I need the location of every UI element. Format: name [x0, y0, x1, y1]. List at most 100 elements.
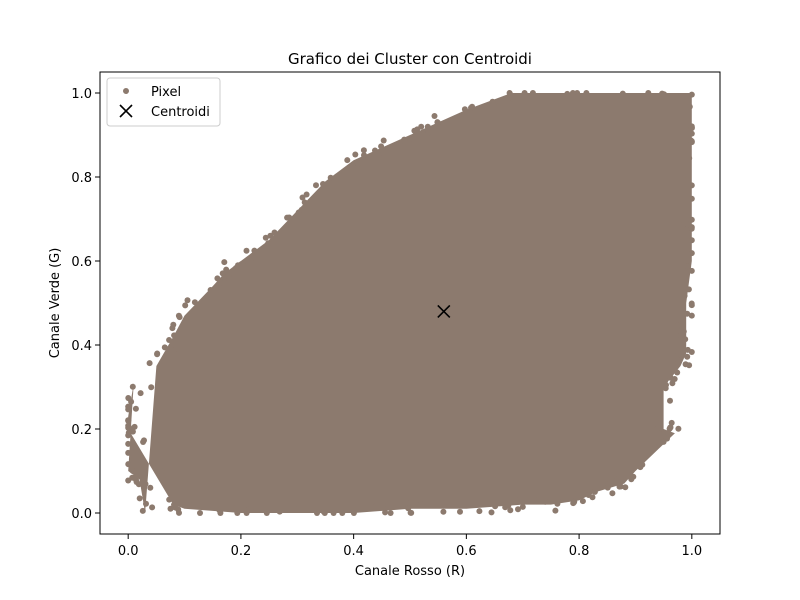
pixel-point: [682, 336, 689, 343]
pixel-point: [217, 510, 224, 516]
pixel-point: [173, 343, 180, 349]
pixel-point: [440, 508, 447, 515]
pixel-point: [437, 124, 444, 131]
pixel-point: [431, 113, 438, 119]
pixel-point: [143, 500, 149, 507]
pixel-point: [267, 232, 274, 239]
pixel-point: [681, 292, 688, 299]
pixel-point: [434, 119, 441, 126]
pixel-point: [510, 95, 516, 101]
pixel-point: [628, 476, 635, 483]
pixel-point: [583, 90, 590, 96]
legend-box: [106, 77, 221, 127]
pixel-point: [667, 397, 673, 404]
pixel-point: [542, 498, 549, 505]
x-tick-label: 0.0: [118, 544, 139, 559]
pixel-point: [554, 495, 561, 502]
pixel-point: [167, 505, 174, 512]
pixel-point: [248, 255, 255, 262]
pixel-point: [125, 449, 132, 456]
pixel-point: [125, 461, 132, 468]
pixel-point: [521, 90, 528, 96]
pixel-point: [597, 482, 604, 489]
pixel-point: [158, 468, 165, 475]
pixel-point: [579, 498, 586, 505]
pixel-point: [184, 297, 191, 304]
pixel-point: [609, 490, 616, 497]
pixel-point: [191, 299, 198, 306]
pixel-point: [125, 417, 132, 424]
pixel-point: [125, 406, 132, 413]
legend-pixel-marker: [123, 88, 129, 94]
legend-centroid-marker: [119, 104, 133, 118]
pixel-point: [334, 173, 341, 180]
pixel-points: [125, 90, 695, 516]
pixel-point: [684, 221, 691, 228]
pixel-point: [405, 505, 412, 512]
pixel-point: [674, 322, 681, 329]
pixel-point: [677, 332, 684, 339]
pixel-point: [578, 492, 584, 499]
pixel-point: [684, 353, 691, 360]
pixel-point: [217, 279, 224, 286]
pixel-point: [685, 286, 692, 293]
pixel-point: [622, 484, 629, 491]
pixel-point: [232, 505, 239, 512]
pixel-point: [401, 136, 408, 143]
pixel-point: [554, 500, 561, 507]
pixel-point: [656, 430, 663, 437]
pixel-point: [219, 270, 226, 277]
pixel-point: [683, 177, 690, 184]
pixel-point: [380, 137, 387, 144]
pixel-point: [531, 495, 538, 502]
pixel-point: [284, 223, 291, 230]
pixel-point: [418, 123, 425, 130]
pixel-point: [604, 484, 611, 491]
pixel-point: [688, 250, 695, 257]
pixel-point: [502, 504, 509, 511]
y-tick-label: 0.6: [71, 255, 92, 270]
pixel-point: [125, 440, 132, 447]
pixel-point: [688, 216, 695, 223]
pixel-point: [176, 314, 183, 321]
pixel-point: [354, 159, 361, 166]
pixel-point: [688, 267, 695, 274]
pixel-point: [299, 194, 306, 201]
pixel-point: [519, 503, 526, 510]
pixel-point: [382, 509, 389, 516]
y-tick-label: 1.0: [71, 87, 92, 102]
plot-frame: [99, 71, 721, 535]
pixel-point: [161, 344, 168, 351]
pixel-point: [320, 508, 327, 515]
pixel-point: [417, 501, 424, 507]
pixel-point: [129, 467, 136, 474]
pixel-point: [154, 350, 161, 357]
x-tick-label: 1.0: [681, 544, 702, 559]
pixel-point: [639, 461, 646, 468]
pixel-point: [240, 262, 247, 269]
pixel-point: [225, 272, 232, 279]
x-tick-label: 0.4: [343, 544, 364, 559]
pixel-point: [673, 355, 680, 362]
pixel-point: [655, 424, 662, 431]
pixel-point: [476, 508, 483, 515]
pixel-point: [197, 510, 203, 516]
pixel-point: [489, 98, 496, 105]
pixel-point: [263, 510, 270, 516]
pixel-point: [688, 312, 695, 319]
y-axis-label: Canale Verde (G): [48, 248, 63, 359]
pixel-point: [313, 182, 319, 189]
pixel-point: [320, 181, 326, 187]
pixel-point: [125, 424, 132, 431]
pixel-point: [147, 484, 154, 491]
centroids: [437, 304, 451, 318]
pixel-point: [372, 503, 379, 510]
pixel-point: [591, 488, 598, 495]
pixel-point: [378, 143, 385, 150]
pixel-point: [235, 262, 241, 269]
pixel-point: [352, 151, 359, 158]
pixel-point: [125, 395, 132, 401]
pixel-point: [130, 444, 137, 451]
pixel-point: [645, 90, 652, 96]
